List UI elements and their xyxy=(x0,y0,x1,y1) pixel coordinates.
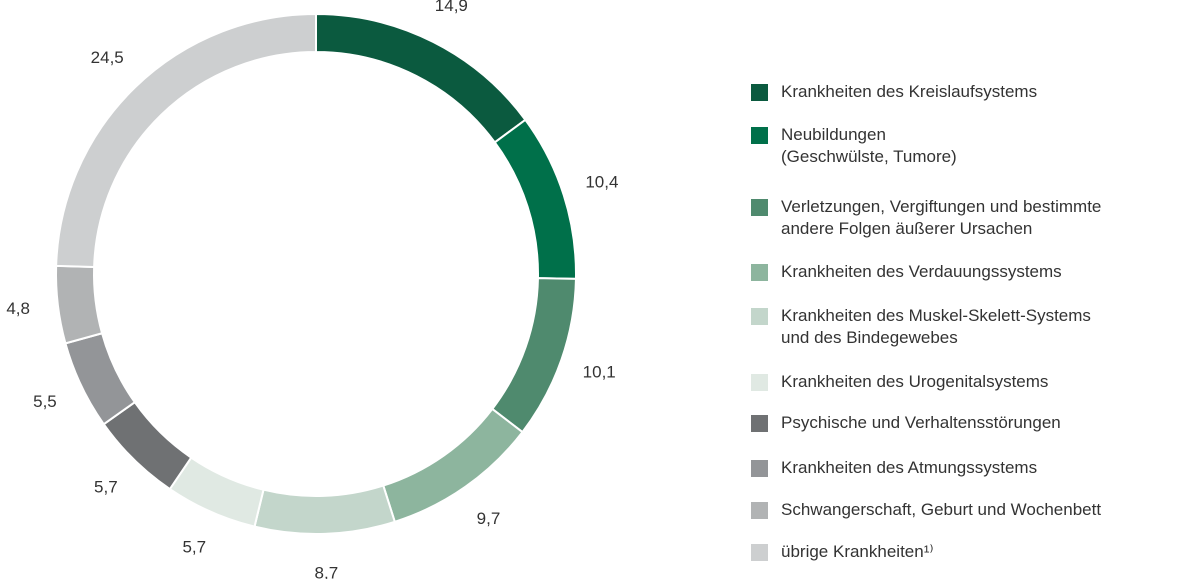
donut-segment xyxy=(493,118,577,280)
legend-item: übrige Krankheiten¹⁾ xyxy=(751,542,934,563)
data-label: 10,4 xyxy=(585,173,618,192)
data-label: 8,7 xyxy=(315,563,339,579)
data-label: 4,8 xyxy=(6,299,30,318)
donut-segment xyxy=(315,12,527,144)
legend-swatch xyxy=(751,199,768,216)
donut-segment xyxy=(253,484,397,535)
legend-swatch xyxy=(751,502,768,519)
legend-label: Verletzungen, Vergiftungen und bestimmte… xyxy=(781,197,1102,238)
legend-swatch xyxy=(751,460,768,477)
legend-item: Krankheiten des Muskel-Skelett-Systems u… xyxy=(751,306,1091,349)
legend-swatch xyxy=(751,415,768,432)
legend-label: übrige Krankheiten¹⁾ xyxy=(781,542,934,561)
donut-segment xyxy=(382,407,524,524)
data-label: 14,9 xyxy=(435,0,468,15)
legend-item: Schwangerschaft, Geburt und Wochenbett xyxy=(751,500,1101,521)
legend-item: Krankheiten des Urogenitalsystems xyxy=(751,372,1048,393)
legend-item: Psychische und Verhaltensstörungen xyxy=(751,413,1061,434)
donut-segment xyxy=(490,277,577,434)
legend-label: Krankheiten des Verdauungssystems xyxy=(781,262,1062,281)
data-label: 24,5 xyxy=(91,48,124,67)
legend-item: Neubildungen (Geschwülste, Tumore) xyxy=(751,125,957,168)
data-label: 5,7 xyxy=(94,478,118,497)
legend-label: Schwangerschaft, Geburt und Wochenbett xyxy=(781,500,1102,519)
legend-item: Krankheiten des Atmungssystems xyxy=(751,458,1037,479)
legend-swatch xyxy=(751,544,768,561)
legend-swatch xyxy=(751,264,768,281)
legend-swatch xyxy=(751,84,768,101)
legend-label: Krankheiten des Urogenitalsystems xyxy=(781,372,1049,391)
legend-label: Psychische und Verhaltensstörungen xyxy=(781,413,1061,432)
legend-label: Neubildungen (Geschwülste, Tumore) xyxy=(781,125,957,166)
donut-segment xyxy=(55,12,317,269)
legend-label: Krankheiten des Kreislaufsystems xyxy=(781,82,1038,101)
donut-segment xyxy=(55,264,104,345)
donut-segment xyxy=(64,332,137,426)
legend-label: Krankheiten des Atmungssystems xyxy=(781,458,1038,477)
legend-item: Verletzungen, Vergiftungen und bestimmte… xyxy=(751,197,1101,240)
data-label: 9,7 xyxy=(477,509,501,528)
legend-label: Krankheiten des Muskel-Skelett-Systems u… xyxy=(781,306,1091,347)
legend-swatch xyxy=(751,374,768,391)
data-label: 10,1 xyxy=(583,362,616,381)
legend-swatch xyxy=(751,127,768,144)
legend-swatch xyxy=(751,308,768,325)
donut: 14,9 10,4 10,1 9,7 8,7 5,7 5,7 5,5 4,8 24,5 xyxy=(6,0,618,579)
legend-item: Krankheiten des Kreislaufsystems xyxy=(751,82,1037,103)
data-label: 5,5 xyxy=(33,392,57,411)
legend-item: Krankheiten des Verdauungssystems xyxy=(751,262,1062,283)
data-label: 5,7 xyxy=(182,538,206,557)
